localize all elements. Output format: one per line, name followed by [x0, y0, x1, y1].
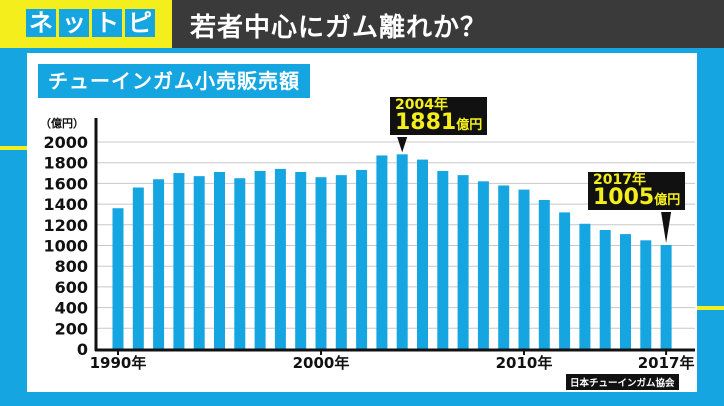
bar-2008 [477, 181, 489, 349]
annotation-pointer [661, 212, 672, 243]
bar-2004 [396, 154, 408, 349]
bar-2016 [640, 240, 652, 349]
y-tick-label: 1400 [43, 195, 88, 214]
y-tick-label: 1800 [43, 154, 88, 173]
annotation-value: 1005 [593, 185, 655, 210]
annotation-value: 1881 [395, 110, 457, 135]
bar-2013 [579, 223, 591, 349]
bar-1995 [214, 172, 225, 349]
annotation-year: 2017年 [593, 172, 646, 188]
annotation-year: 2004年 [395, 97, 448, 113]
bar-1999 [295, 172, 307, 349]
logo-char: ッ [59, 9, 89, 37]
x-tick-label: 2010年 [496, 354, 553, 372]
chart-title: チューインガム小売販売額 [38, 64, 310, 98]
bar-1996 [234, 178, 246, 349]
y-tick-label: 800 [55, 257, 88, 276]
netopi-logo: ネ ッ ト ピ [26, 9, 155, 37]
bar-2005 [417, 159, 428, 349]
source-label: 日本チューインガム協会 [566, 374, 679, 390]
bar-2002 [356, 169, 368, 349]
bar-2000 [315, 177, 327, 349]
logo-char: ト [92, 9, 122, 37]
bar-2001 [335, 175, 347, 349]
bar-1990 [112, 208, 124, 349]
annotation-unit: 億円 [654, 193, 681, 208]
bar-2003 [376, 155, 388, 349]
title-bar: 若者中心にガム離れか？ [172, 0, 724, 48]
bar-2011 [538, 199, 550, 349]
x-tick-label: 2017年 [638, 354, 695, 372]
y-tick-label: 1600 [43, 174, 88, 193]
bar-2017 [660, 244, 672, 349]
bar-1994 [193, 176, 205, 349]
y-tick-label: 1200 [43, 216, 88, 235]
bar-1991 [132, 187, 144, 349]
y-tick-label: 2000 [43, 133, 88, 152]
bar-2015 [620, 234, 631, 349]
bar-2010 [518, 189, 530, 349]
x-tick-label: 2000年 [293, 354, 350, 372]
y-tick-label: 200 [55, 319, 88, 338]
annotation-unit: 億円 [456, 118, 483, 133]
annotation-2017: 2017年 1005億円 [588, 172, 686, 210]
bar-2007 [457, 175, 469, 349]
bar-2009 [498, 185, 510, 349]
y-tick-label: 400 [55, 299, 88, 318]
bar-2012 [559, 212, 571, 349]
bar-1998 [274, 168, 286, 349]
decorative-stripe [0, 146, 27, 150]
headline: 若者中心にガム離れか？ [190, 13, 488, 43]
bar-1992 [153, 179, 165, 349]
bar-2006 [437, 170, 449, 349]
y-axis-unit: （億円） [40, 116, 84, 130]
y-tick-label: 0 [77, 340, 88, 359]
logo-char: ネ [26, 9, 56, 37]
x-tick-label: 1990年 [90, 354, 147, 372]
y-tick-label: 1000 [43, 237, 88, 256]
y-tick-label: 600 [55, 278, 88, 297]
bar-2014 [599, 229, 611, 349]
decorative-stripe [697, 306, 724, 310]
logo-char: ピ [125, 9, 155, 37]
annotation-2004: 2004年 1881億円 [390, 97, 488, 135]
annotation-pointer [397, 137, 408, 153]
bar-1993 [173, 173, 185, 349]
bar-1997 [254, 170, 266, 349]
